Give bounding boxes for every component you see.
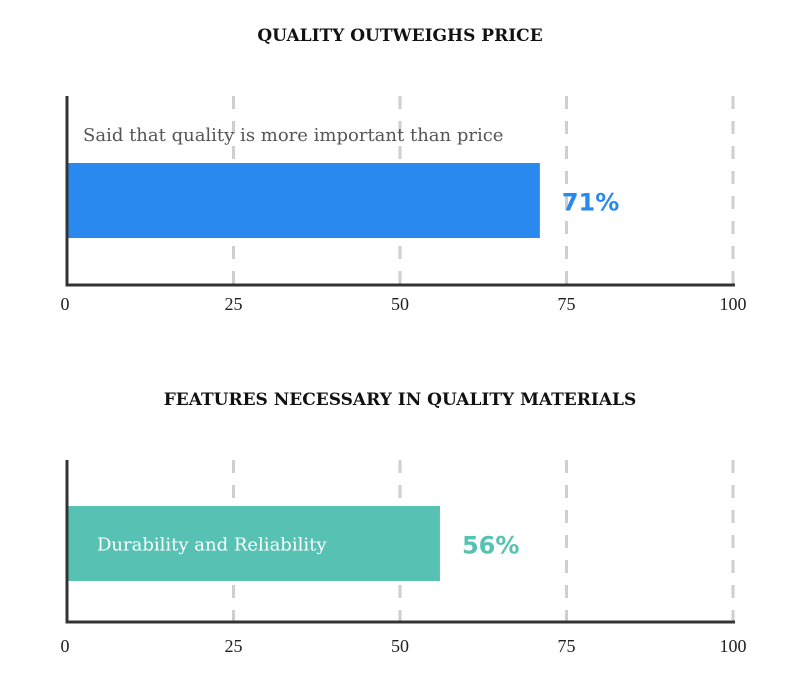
bar-category-label: Durability and Reliability	[97, 535, 327, 556]
bar	[67, 163, 540, 238]
x-tick-label: 75	[558, 636, 576, 656]
x-tick-label: 100	[720, 294, 747, 314]
chart-title: QUALITY OUTWEIGHS PRICE	[257, 26, 542, 46]
bar-value-label: 71%	[562, 189, 619, 217]
x-tick-label: 100	[720, 636, 747, 656]
x-tick-label: 25	[225, 294, 243, 314]
bar-category-label: Said that quality is more important than…	[83, 125, 503, 146]
bar	[67, 506, 440, 581]
x-tick-label: 0	[61, 636, 70, 656]
x-tick-label: 75	[558, 294, 576, 314]
x-tick-label: 25	[225, 636, 243, 656]
x-tick-label: 0	[61, 294, 70, 314]
chart-title: FEATURES NECESSARY IN QUALITY MATERIALS	[164, 390, 637, 410]
bar-value-label: 56%	[462, 532, 519, 560]
x-tick-label: 50	[391, 636, 409, 656]
x-tick-label: 50	[391, 294, 409, 314]
